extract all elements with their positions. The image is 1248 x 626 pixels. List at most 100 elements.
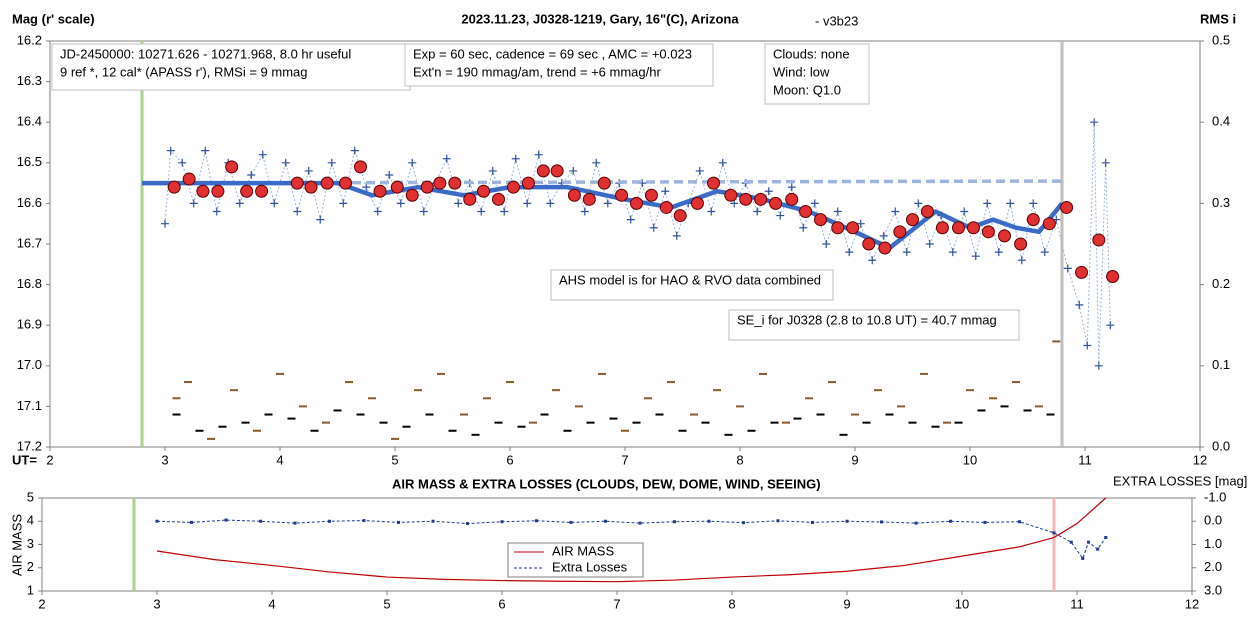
data-point <box>190 520 193 524</box>
data-point <box>521 176 535 190</box>
data-point <box>328 519 331 523</box>
data-point <box>500 207 509 216</box>
data-point <box>293 521 297 525</box>
data-point <box>500 520 504 524</box>
data-point <box>1087 540 1090 544</box>
data-point <box>845 248 854 257</box>
data-point <box>419 207 428 216</box>
data-point <box>948 248 957 257</box>
data-point <box>1026 213 1040 227</box>
y2-tick-label: -1.0 <box>1204 489 1226 504</box>
data-point <box>1040 248 1049 257</box>
data-point <box>240 184 254 198</box>
data-point <box>535 519 538 523</box>
y-tick-label: 16.5 <box>17 154 42 169</box>
data-point <box>178 158 187 167</box>
data-point <box>405 188 419 202</box>
data-point <box>597 176 611 190</box>
data-point <box>764 187 773 196</box>
data-point <box>1075 265 1089 279</box>
annotation-box <box>764 43 870 105</box>
series-line <box>142 180 1064 251</box>
y-tick-label: 17.1 <box>17 398 42 413</box>
annotation-text: Moon: Q1.0 <box>773 82 841 97</box>
data-point <box>225 160 239 174</box>
data-point <box>167 180 181 194</box>
data-point <box>1018 520 1021 524</box>
data-point <box>914 521 918 525</box>
data-point <box>293 207 302 216</box>
data-point <box>1092 233 1106 247</box>
data-point <box>1096 547 1100 551</box>
x-tick-label: 5 <box>383 596 390 611</box>
data-point <box>339 199 348 208</box>
data-point <box>281 158 290 167</box>
data-point <box>695 166 704 175</box>
data-point <box>787 183 796 192</box>
x-tick-label: 12 <box>1185 596 1199 611</box>
data-point <box>304 180 318 194</box>
y2-axis-label: RMS i <box>1200 11 1236 26</box>
data-point <box>569 520 573 524</box>
data-point <box>998 229 1011 243</box>
y-tick-label: 16.6 <box>17 195 42 210</box>
data-point <box>1042 217 1056 231</box>
data-point <box>420 180 434 194</box>
y2-tick-label: 0.0 <box>1204 513 1222 528</box>
y2-axis-label: EXTRA LOSSES [mag] <box>1113 473 1247 488</box>
data-point <box>362 519 366 523</box>
x-axis-label: UT= <box>12 452 37 467</box>
data-point <box>396 199 405 208</box>
annotation-box <box>404 43 714 87</box>
series-line <box>156 497 1107 583</box>
data-point <box>638 521 642 525</box>
x-tick-label: 11 <box>1070 596 1084 611</box>
data-point <box>914 199 923 208</box>
y-tick-label: 2 <box>27 559 34 574</box>
data-point <box>385 170 394 179</box>
data-point <box>155 519 159 523</box>
x-tick-label: 9 <box>843 596 850 611</box>
data-point <box>822 240 831 248</box>
data-point <box>673 209 687 223</box>
data-point <box>182 172 196 186</box>
x-tick-label: 3 <box>153 596 160 611</box>
data-point <box>304 166 313 175</box>
data-point <box>799 223 808 232</box>
data-point <box>442 154 451 163</box>
y2-tick-label: 0.5 <box>1212 32 1230 47</box>
data-point <box>582 192 596 206</box>
data-point <box>212 207 221 216</box>
x-tick-label: 10 <box>955 596 969 611</box>
data-point <box>224 518 228 522</box>
y2-tick-label: 1.0 <box>1204 536 1222 551</box>
data-point <box>672 231 681 240</box>
data-point <box>785 192 799 206</box>
data-point <box>454 199 463 208</box>
data-point <box>339 176 353 190</box>
data-point <box>776 211 785 220</box>
data-point <box>546 199 555 208</box>
data-point <box>166 146 175 155</box>
data-point <box>1106 269 1120 283</box>
y-tick-label: 16.8 <box>17 276 42 291</box>
data-point <box>707 519 711 523</box>
x-tick-label: 6 <box>506 452 513 467</box>
y-tick-label: 16.7 <box>17 235 42 250</box>
data-point <box>492 192 505 206</box>
data-point <box>201 146 210 155</box>
y2-tick-label: 0.1 <box>1212 357 1230 372</box>
series-line <box>156 519 1107 560</box>
data-point <box>211 184 225 198</box>
data-point <box>373 207 382 216</box>
data-point <box>983 520 987 524</box>
data-point <box>448 176 462 190</box>
data-point <box>477 184 491 198</box>
data-point <box>833 207 842 216</box>
data-point <box>878 241 892 255</box>
annotation-text: 9 ref *, 12 cal* (APASS r'), RMSi = 9 mm… <box>60 64 308 79</box>
x-tick-label: 9 <box>851 452 858 467</box>
data-point <box>1063 264 1072 273</box>
data-point <box>316 215 325 224</box>
